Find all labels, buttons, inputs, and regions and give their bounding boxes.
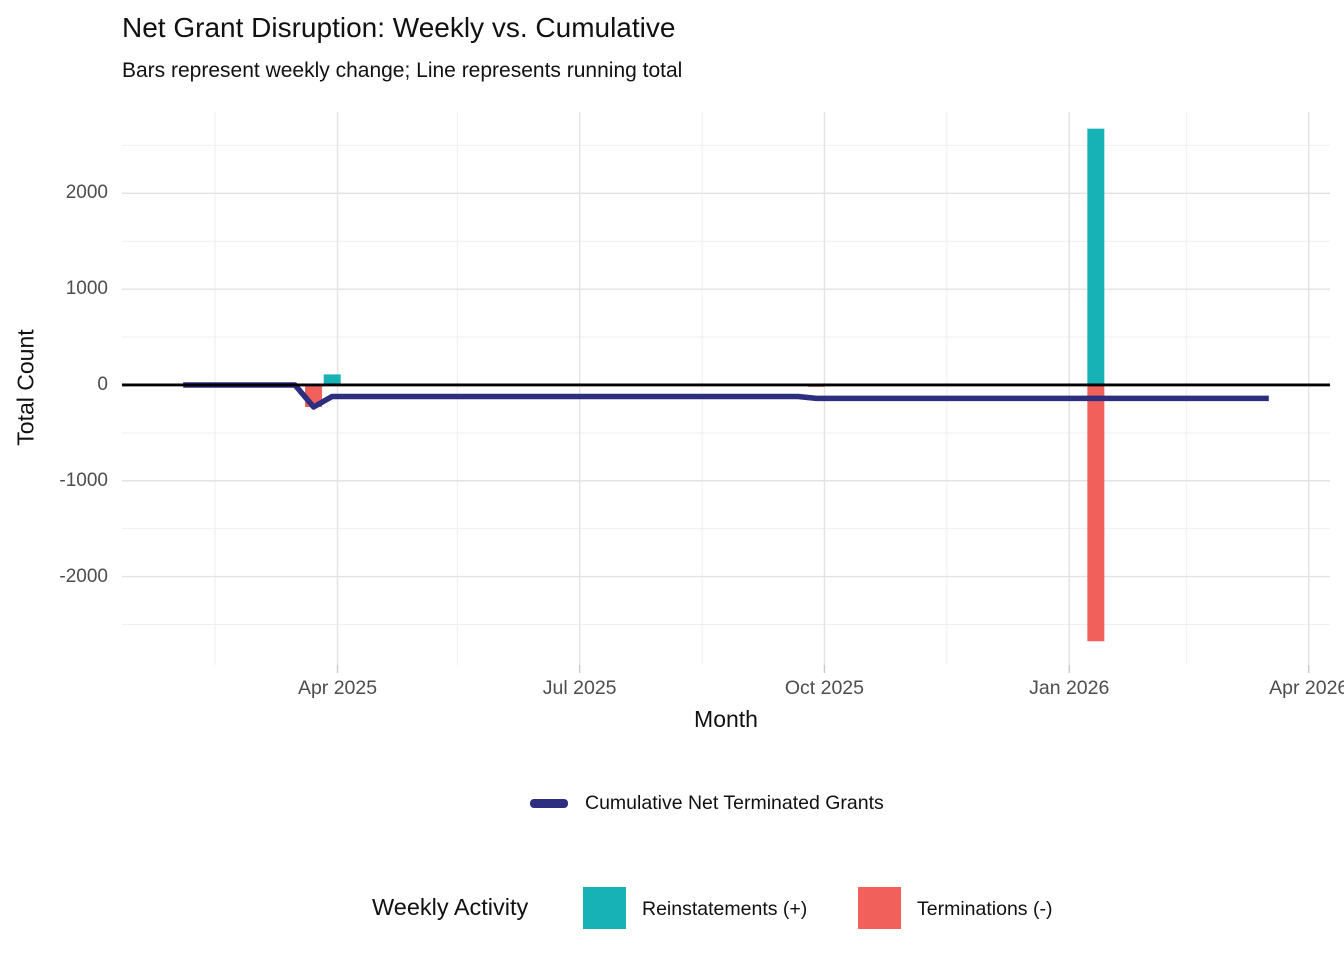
y-tick-label: 0 [97, 373, 108, 395]
bar-legend-title: Weekly Activity [372, 894, 529, 920]
y-tick-label: 2000 [65, 182, 108, 204]
y-tick-label: -1000 [59, 469, 108, 491]
cumulative-line [183, 382, 1269, 410]
x-tick-label: Apr 2025 [297, 677, 378, 699]
reinstatements-swatch-icon [583, 887, 626, 929]
y-tick-label: 1000 [65, 278, 108, 300]
plot-area [122, 112, 1330, 673]
bar-termination [1087, 384, 1105, 642]
terminations-swatch-icon [858, 887, 901, 929]
y-axis-title: Total Count [12, 329, 39, 446]
chart-subtitle: Bars represent weekly change; Line repre… [122, 59, 683, 82]
x-tick-label: Apr 2026 [1269, 677, 1344, 699]
x-tick-label: Oct 2025 [784, 677, 864, 699]
chart-title: Net Grant Disruption: Weekly vs. Cumulat… [122, 12, 676, 43]
x-tick-label: Jul 2025 [542, 677, 617, 699]
reinstatements-legend-label: Reinstatements (+) [642, 898, 808, 920]
x-tick-label: Jan 2026 [1029, 677, 1110, 699]
x-axis-title: Month [694, 706, 758, 732]
cumulative-line-swatch-icon [530, 799, 568, 808]
bar-reinstatement [323, 374, 341, 385]
y-tick-label: -2000 [59, 565, 108, 587]
bar-reinstatement [1087, 128, 1105, 385]
terminations-legend-label: Terminations (-) [917, 898, 1053, 920]
line-legend-label: Cumulative Net Terminated Grants [585, 792, 884, 814]
